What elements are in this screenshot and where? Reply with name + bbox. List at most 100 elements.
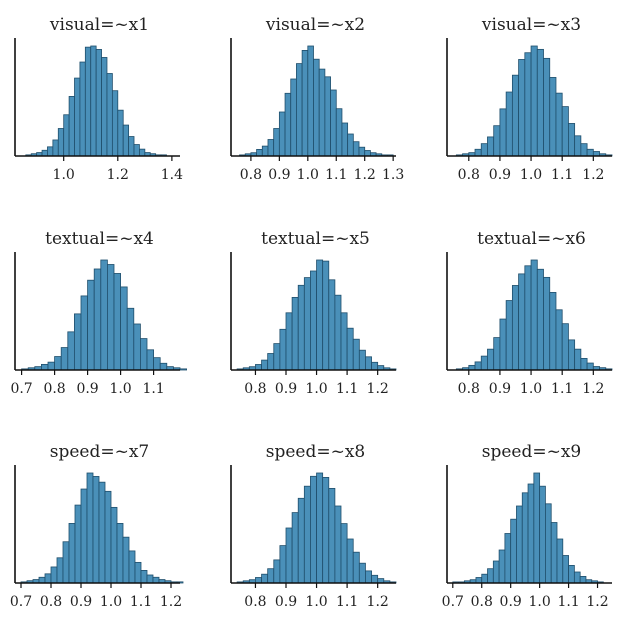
histogram-bar [313, 58, 320, 157]
histogram-bar [358, 562, 366, 584]
histogram-bar [60, 347, 69, 371]
x-tick-label: 1.0 [297, 167, 319, 183]
x-tick-label: 1.3 [382, 167, 404, 183]
histogram-bar [562, 555, 569, 584]
x-tick-label: 0.7 [10, 381, 32, 397]
histogram-bar [516, 505, 523, 584]
histogram-bar [352, 338, 360, 371]
histogram-panel-7: speed=~x7 0.7 0.8 0.9 1.0 1.1 1.2 [10, 442, 184, 610]
histogram-bar [549, 292, 557, 371]
histogram-bar [104, 490, 112, 584]
histogram-bar [511, 74, 520, 157]
histogram-bar [146, 574, 154, 584]
histogram-bar [261, 145, 269, 157]
histogram-bar [255, 577, 262, 584]
x-tick-label: 1.0 [305, 594, 327, 610]
histogram-bar [68, 523, 76, 584]
histogram-bar [179, 368, 187, 371]
histogram-bar [518, 59, 526, 157]
chart-title: textual=~x4 [45, 229, 154, 249]
histogram-bar [318, 68, 326, 157]
x-tick-label: 0.9 [275, 594, 297, 610]
x-tick-label: 0.9 [70, 594, 92, 610]
histogram-bar [133, 144, 140, 157]
histogram-bar [310, 270, 317, 371]
histogram-bar [521, 492, 529, 584]
histogram-bar [487, 136, 495, 157]
histogram-bar [474, 361, 482, 371]
histogram-bar [334, 294, 342, 371]
histogram-bar [284, 92, 292, 157]
histogram-bar [296, 63, 303, 157]
histogram-bar [273, 559, 281, 584]
histogram-bar [117, 109, 124, 157]
histogram-bar [80, 488, 88, 584]
x-tick-label: 1.1 [325, 167, 347, 183]
histogram-bar [279, 328, 287, 371]
histogram-bar [539, 485, 546, 584]
histogram-bar [134, 561, 142, 584]
histogram-bar [505, 91, 513, 157]
histogram-bar [493, 337, 501, 371]
histogram-bar [346, 327, 354, 371]
histogram-bar [139, 148, 146, 157]
histogram-bar [273, 128, 280, 157]
histogram-bar [128, 550, 136, 584]
histogram-bar [41, 363, 49, 371]
x-tick-label: 0.8 [244, 594, 266, 610]
chart-title: visual=~x1 [49, 15, 149, 35]
x-tick-label: 0.9 [268, 167, 290, 183]
histogram-bar [573, 571, 581, 584]
x-tick-label: 0.9 [500, 594, 522, 610]
histogram-bar [126, 307, 135, 371]
histogram-panel-9: speed=~x9 0.7 0.8 0.9 1.0 1.1 1.2 [442, 442, 612, 610]
histogram-bar [510, 518, 517, 584]
histogram-bar [56, 557, 64, 584]
histogram-bar [128, 136, 135, 157]
histogram-bar [341, 122, 349, 157]
histogram-bar [371, 574, 379, 584]
chart-title: visual=~x3 [481, 15, 581, 35]
histogram-bar [358, 349, 366, 371]
x-tick-label: 1.0 [100, 594, 122, 610]
histogram-bar [505, 300, 513, 371]
histogram-bar [365, 570, 372, 584]
histogram-bar [568, 339, 576, 371]
histogram-bar [579, 576, 587, 584]
histogram-bar [146, 349, 154, 371]
histogram-bar [290, 78, 297, 157]
histogram-bar [301, 50, 309, 157]
histogram-bar [111, 90, 119, 157]
histogram-bar [261, 359, 269, 371]
histogram-bar [493, 125, 501, 157]
x-tick-label: 1.1 [336, 594, 358, 610]
histogram-bar [334, 505, 342, 584]
x-tick-label: 1.1 [557, 594, 579, 610]
histogram-bar [278, 111, 286, 157]
histogram-bar [267, 353, 275, 371]
histogram-bar [536, 268, 544, 371]
histogram-bar [511, 285, 520, 371]
histogram-bar [273, 343, 281, 371]
histogram-bar [159, 362, 168, 371]
histogram-bar [307, 45, 314, 157]
histogram-panel-5: textual=~x5 0.8 0.9 1.0 1.1 1.2 [230, 229, 397, 397]
x-tick-label: 0.7 [442, 594, 464, 610]
histogram-bar [586, 148, 594, 157]
x-tick-label: 1.2 [160, 594, 182, 610]
chart-title: speed=~x7 [50, 442, 150, 462]
histogram-bar [285, 312, 293, 371]
histogram-bar [133, 323, 141, 371]
histogram-bar [530, 259, 538, 371]
histogram-bar [52, 139, 59, 157]
histogram-bar [87, 279, 95, 371]
histogram-bar [524, 52, 532, 157]
histogram-bar [267, 568, 275, 584]
histogram-bar [347, 133, 354, 157]
histogram-bar [256, 148, 263, 157]
x-tick-label: 0.8 [43, 381, 65, 397]
x-tick-label: 1.4 [161, 167, 183, 183]
histogram-bar [555, 309, 563, 371]
histogram-bar [549, 77, 557, 157]
